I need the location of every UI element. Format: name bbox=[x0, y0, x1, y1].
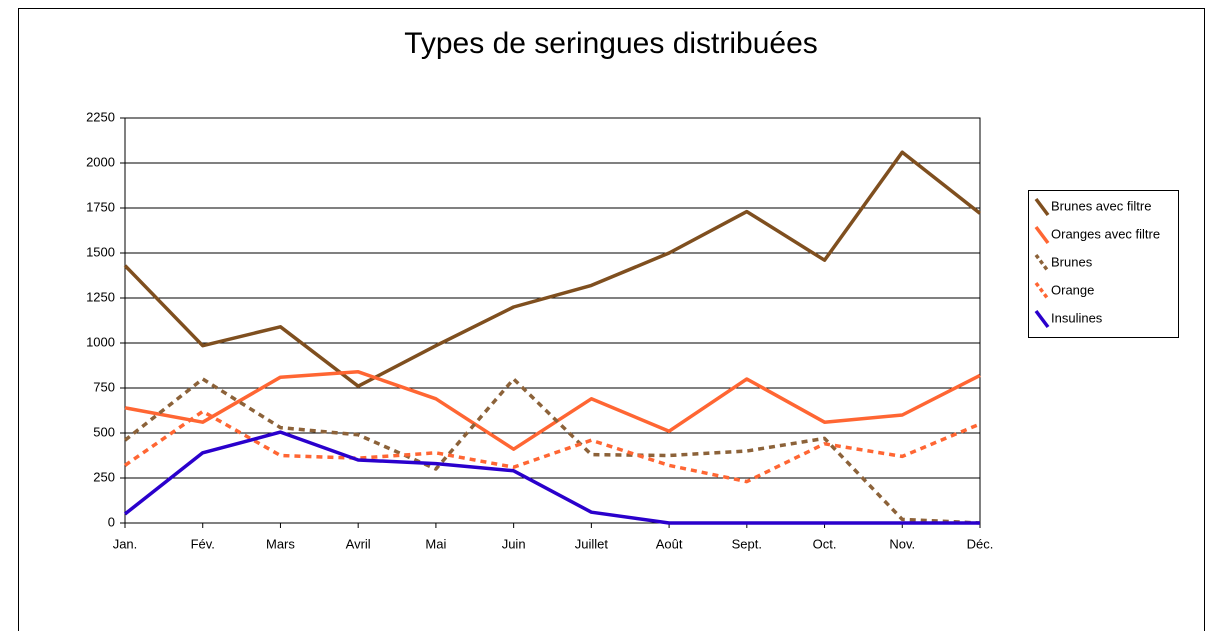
legend-label: Brunes avec filtre bbox=[1051, 198, 1151, 213]
x-tick-label: Déc. bbox=[967, 536, 994, 551]
legend-swatch bbox=[1034, 281, 1050, 301]
legend-swatch bbox=[1034, 253, 1050, 273]
series-line bbox=[124, 409, 981, 484]
y-tick-label: 2000 bbox=[86, 154, 115, 169]
x-tick-label: Nov. bbox=[889, 536, 915, 551]
y-tick-label: 1750 bbox=[86, 199, 115, 214]
y-tick-label: 0 bbox=[108, 514, 115, 529]
x-tick-label: Fév. bbox=[191, 536, 215, 551]
series-line bbox=[123, 150, 982, 388]
x-tick-label: Juillet bbox=[575, 536, 609, 551]
y-tick-label: 750 bbox=[93, 379, 115, 394]
y-tick-label: 250 bbox=[93, 469, 115, 484]
y-tick-label: 1250 bbox=[86, 289, 115, 304]
y-tick-label: 2250 bbox=[86, 109, 115, 124]
plot-area bbox=[124, 117, 981, 524]
y-tick-label: 500 bbox=[93, 424, 115, 439]
x-tick-label: Jan. bbox=[113, 536, 138, 551]
chart-title: Types de seringues distribuées bbox=[404, 27, 818, 60]
y-tick-label: 1500 bbox=[86, 244, 115, 259]
legend-label: Orange bbox=[1051, 282, 1094, 297]
legend-swatch bbox=[1034, 309, 1050, 329]
x-tick-label: Sept. bbox=[732, 536, 762, 551]
legend-label: Oranges avec filtre bbox=[1051, 226, 1160, 241]
x-tick-label: Oct. bbox=[813, 536, 837, 551]
x-tick-label: Août bbox=[656, 536, 683, 551]
legend-swatch bbox=[1034, 197, 1050, 217]
x-tick-label: Juin bbox=[502, 536, 526, 551]
series-line bbox=[124, 370, 981, 451]
x-tick-label: Mai bbox=[425, 536, 446, 551]
y-tick-label: 1000 bbox=[86, 334, 115, 349]
series-line bbox=[123, 430, 980, 525]
legend-label: Insulines bbox=[1051, 310, 1103, 325]
x-tick-label: Mars bbox=[266, 536, 295, 551]
x-tick-label: Avril bbox=[346, 536, 371, 551]
legend-box bbox=[1028, 190, 1179, 338]
legend-swatch bbox=[1034, 225, 1050, 245]
legend-label: Brunes bbox=[1051, 254, 1093, 269]
